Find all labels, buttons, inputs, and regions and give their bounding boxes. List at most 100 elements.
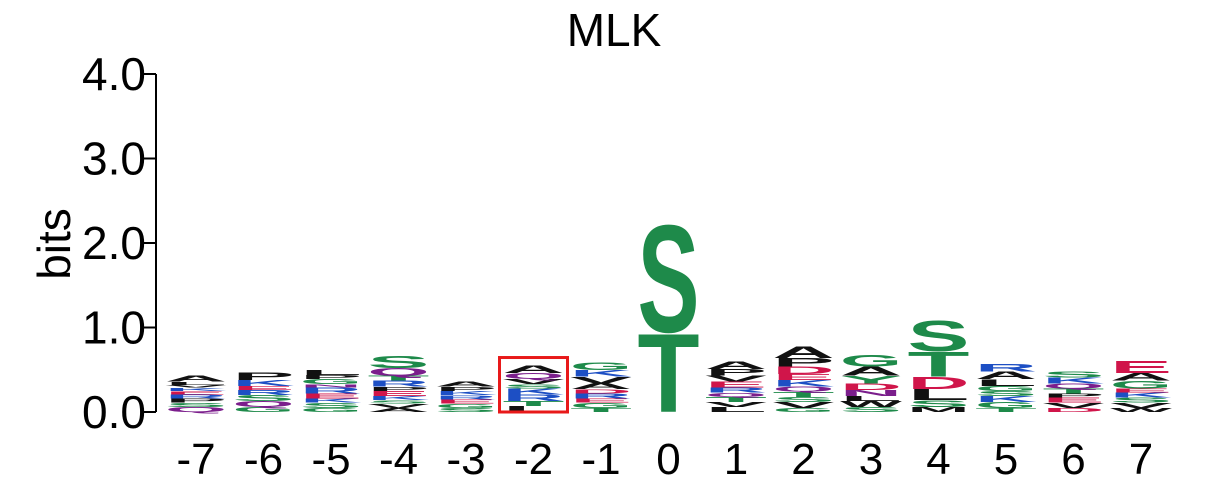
logo-letter-D: D (570, 388, 632, 395)
logo-letter-Q: Q (1043, 382, 1105, 390)
x-tick-label: -1 (581, 435, 620, 484)
logo-letter-P: P (1043, 392, 1105, 399)
logo-letter-V: V (1110, 401, 1172, 409)
logo-letter-K: K (773, 378, 835, 389)
logo-letter-E: E (165, 390, 227, 395)
logo-letter-R: R (233, 389, 295, 397)
logo-letter-G: G (233, 406, 295, 414)
logo-letter-P: P (300, 374, 362, 381)
logo-letter-E: E (300, 392, 362, 400)
logo-column: TS (638, 194, 700, 437)
logo-letter-L: L (165, 381, 227, 386)
logo-letter-P: P (773, 356, 835, 369)
logo-letter-G: G (1110, 379, 1172, 391)
logo-letter-T: T (908, 344, 970, 384)
logo-letter-S: S (975, 390, 1037, 398)
logo-letter-A: A (570, 382, 632, 391)
x-tick-label: 1 (724, 435, 748, 484)
logo-letter-R: R (165, 393, 227, 400)
logo-letter-A: A (435, 380, 497, 388)
x-tick-label: 3 (859, 435, 883, 484)
logo-letter-S: S (1043, 370, 1105, 379)
logo-letter-K: K (435, 390, 497, 397)
highlight-box (498, 356, 569, 414)
logo-letter-V: V (1043, 401, 1105, 409)
logo-letter-S: S (165, 402, 227, 409)
logo-letter-T: T (638, 312, 700, 437)
logo-letter-E: E (1043, 396, 1105, 404)
logo-letter-T: T (1043, 387, 1105, 395)
logo-letter-L: L (503, 405, 565, 414)
logo-letter-R: R (435, 394, 497, 401)
logo-letter-R: R (300, 386, 362, 395)
logo-letter-M: M (908, 406, 970, 414)
logo-letter-Q: Q (705, 391, 767, 398)
y-tick-label: 4.0 (82, 48, 146, 100)
logo-letter-D: D (1043, 407, 1105, 414)
logo-letter-V: V (165, 384, 227, 388)
logo-letter-R: R (503, 393, 565, 404)
logo-letter-R: R (368, 379, 430, 388)
logo-letter-S: S (233, 394, 295, 403)
logo-letter-S: S (435, 407, 497, 414)
logo-letter-G: G (773, 407, 835, 414)
logo-letter-G: G (300, 378, 362, 386)
logo-letter-K: K (300, 397, 362, 404)
logo-letter-T: T (773, 390, 835, 398)
logo-letter-Q: Q (503, 372, 565, 381)
logo-letter-P: P (368, 386, 430, 393)
logo-letter-W: W (1110, 407, 1172, 414)
logo-letter-L: L (975, 377, 1037, 388)
logo-letter-G: G (435, 402, 497, 409)
logo-letter-K: K (1110, 391, 1172, 399)
logo-letter-D: D (773, 364, 835, 376)
logo-letter-A: A (1110, 371, 1172, 383)
logo-letter-L: L (300, 368, 362, 376)
logo-letter-P: P (165, 397, 227, 404)
logo-letter-Q: Q (233, 400, 295, 409)
logo-letter-A: A (705, 359, 767, 371)
logo-letter-E: E (705, 380, 767, 389)
logo-letter-A: A (773, 343, 835, 361)
logo-letter-G: G (570, 360, 632, 372)
x-tick-label: 7 (1129, 435, 1153, 484)
logo-letter-D: D (908, 373, 970, 393)
logo-letter-E: E (233, 385, 295, 392)
x-tick-label: -5 (311, 435, 350, 484)
logo-letter-G: G (840, 352, 902, 370)
x-tick-label: -3 (446, 435, 485, 484)
x-tick-label: 0 (656, 435, 680, 484)
logo-letter-S: S (1110, 396, 1172, 404)
x-tick-label: -2 (514, 435, 553, 484)
x-tick-label: -6 (244, 435, 283, 484)
logo-letter-L: L (908, 387, 970, 404)
x-tick-label: 6 (1061, 435, 1085, 484)
logo-letter-A: A (368, 407, 430, 414)
logo-letter-E: E (570, 397, 632, 404)
logo-letter-E: E (435, 398, 497, 405)
logo-letter-K: K (975, 394, 1037, 403)
logo-letter-S: S (368, 352, 430, 372)
logo-letter-E: E (368, 390, 430, 398)
logo-letter-K: K (503, 387, 565, 396)
x-tick-label: -7 (176, 435, 215, 484)
logo-letter-V: V (570, 375, 632, 386)
logo-letter-T: T (975, 407, 1037, 414)
logo-letter-Q: Q (773, 385, 835, 393)
logo-letter-S: S (908, 398, 970, 409)
chart-title: MLK (567, 4, 662, 56)
logo-letter-L: L (840, 395, 902, 403)
x-tick-label: 4 (926, 435, 950, 484)
logo-letter-P: P (435, 386, 497, 393)
logo-letter-A: A (840, 364, 902, 378)
logo-letter-N: N (300, 383, 362, 388)
logo-letter-S: S (300, 401, 362, 409)
y-tick-label: 3.0 (82, 133, 146, 185)
logo-letter-A: A (975, 370, 1037, 382)
logo-letter-V: V (503, 378, 565, 386)
